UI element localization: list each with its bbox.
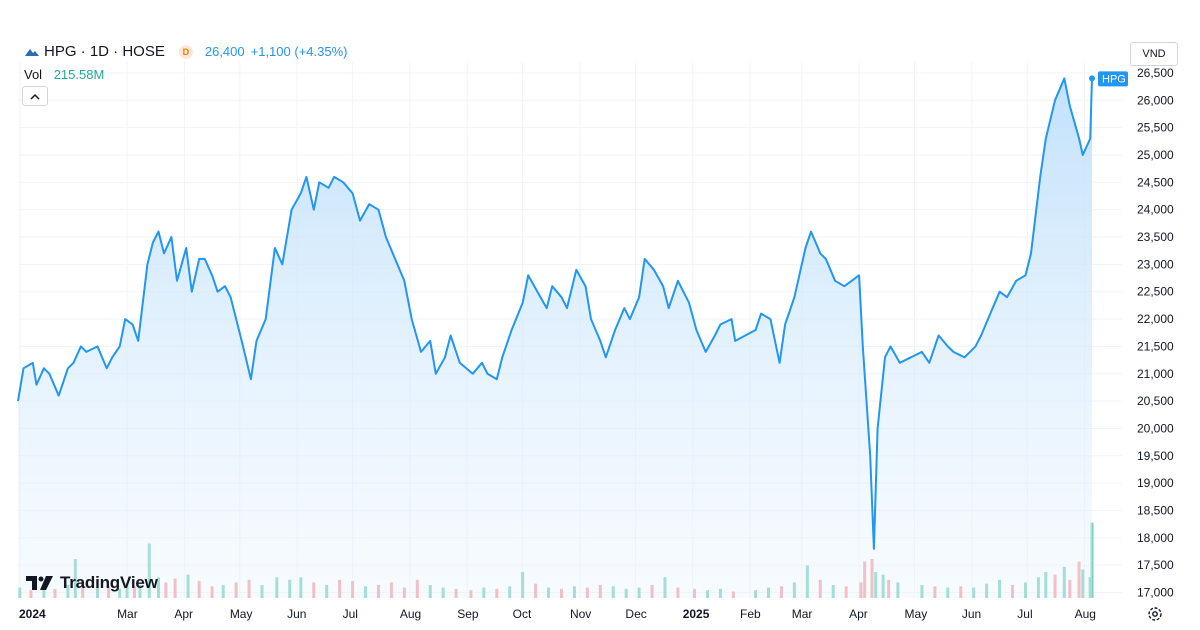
- x-tick-label: Sep: [457, 607, 479, 621]
- x-tick-label: Jul: [343, 607, 358, 621]
- symbol-header: HPG · 1D · HOSE D 26,400 +1,100 (+4.35%): [24, 43, 347, 60]
- time-axis[interactable]: 2024 Mar Apr May Jun Jul Aug Sep Oct Nov Dec 2025 Fe…: [19, 607, 1096, 621]
- logo-text: TradingView: [60, 573, 158, 592]
- price-axis[interactable]: 17,000 17,500 18,000 18,500 19,000 19,500 20,0…: [1137, 66, 1174, 600]
- y-tick-label: 20,000: [1137, 421, 1174, 435]
- y-tick-label: 22,000: [1137, 312, 1174, 326]
- volume-value: 215.58M: [53, 67, 105, 82]
- y-tick-label: 23,500: [1137, 230, 1174, 244]
- y-tick-label: 25,500: [1137, 121, 1174, 135]
- delayed-badge[interactable]: D: [178, 44, 193, 59]
- settings-gear-icon[interactable]: [1146, 605, 1164, 623]
- y-tick-label: 20,500: [1137, 394, 1174, 408]
- y-tick-label: 24,500: [1137, 175, 1174, 189]
- y-tick-label: 17,000: [1137, 586, 1174, 600]
- chevron-up-icon: [30, 93, 40, 100]
- tradingview-logo[interactable]: TradingView: [26, 573, 158, 593]
- x-tick-label: Jul: [1017, 607, 1032, 621]
- x-tick-label: Feb: [740, 607, 761, 621]
- y-tick-label: 17,500: [1137, 558, 1174, 572]
- y-tick-label: 18,500: [1137, 503, 1174, 517]
- y-tick-label: 19,500: [1137, 449, 1174, 463]
- x-tick-label: 2024: [19, 607, 46, 621]
- x-tick-label: Nov: [570, 607, 591, 621]
- mountain-logo-icon: [25, 48, 39, 56]
- price-change: +1,100 (+4.35%): [250, 44, 348, 59]
- x-tick-label: May: [230, 607, 253, 621]
- last-price-dot: [1089, 75, 1095, 82]
- tradingview-logo-icon: [26, 576, 53, 590]
- last-price: 26,400: [204, 44, 245, 59]
- x-tick-label: Aug: [1075, 607, 1096, 621]
- price-area-fill: [18, 78, 1092, 598]
- volume-label: Vol: [24, 67, 43, 82]
- y-tick-label: 23,000: [1137, 257, 1174, 271]
- x-tick-label: Jun: [287, 607, 306, 621]
- y-tick-label: 18,000: [1137, 531, 1174, 545]
- x-tick-label: Oct: [513, 607, 532, 621]
- y-tick-label: 24,000: [1137, 203, 1174, 217]
- x-tick-label: 2025: [683, 607, 710, 621]
- x-tick-label: Apr: [174, 607, 193, 621]
- price-line: [17, 77, 1093, 550]
- x-tick-label: Aug: [400, 607, 421, 621]
- volume-legend: Vol 215.58M: [24, 67, 104, 82]
- currency-button[interactable]: VND: [1130, 42, 1178, 66]
- x-tick-label: Mar: [117, 607, 138, 621]
- x-tick-label: Dec: [625, 607, 646, 621]
- y-tick-label: 21,000: [1137, 367, 1174, 381]
- y-tick-label: 21,500: [1137, 339, 1174, 353]
- symbol-title[interactable]: HPG · 1D · HOSE: [44, 43, 165, 60]
- x-tick-label: Jun: [962, 607, 981, 621]
- y-tick-label: 26,500: [1137, 66, 1174, 80]
- symbol-price-tag: HPG: [1098, 71, 1128, 87]
- y-tick-label: 19,000: [1137, 476, 1174, 490]
- x-tick-label: Mar: [792, 607, 813, 621]
- symbol-tag-label: HPG: [1102, 73, 1126, 85]
- x-tick-label: May: [905, 607, 928, 621]
- y-tick-label: 22,500: [1137, 285, 1174, 299]
- y-tick-label: 25,000: [1137, 148, 1174, 162]
- y-tick-label: 26,000: [1137, 93, 1174, 107]
- x-tick-label: Apr: [849, 607, 868, 621]
- collapse-legend-button[interactable]: [22, 86, 48, 106]
